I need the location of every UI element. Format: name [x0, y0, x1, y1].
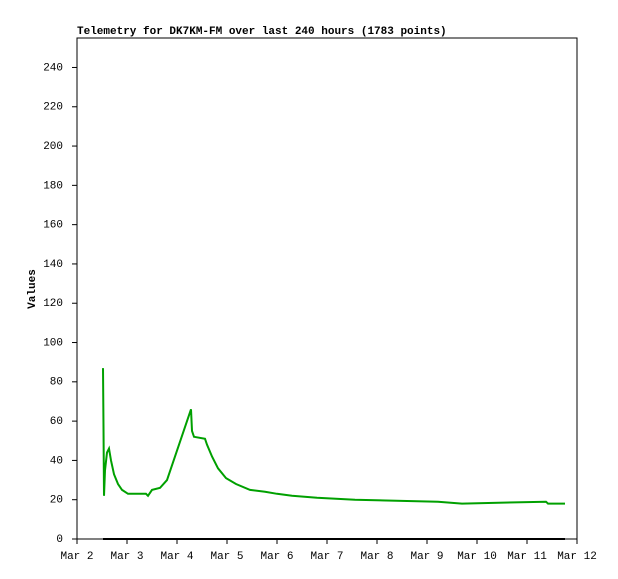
y-tick-label: 160 — [43, 220, 63, 232]
y-tick-label: 60 — [50, 416, 63, 428]
y-tick-label: 100 — [43, 337, 63, 349]
x-tick-label: Mar 4 — [160, 551, 193, 563]
chart-title: Telemetry for DK7KM-FM over last 240 hou… — [77, 26, 447, 38]
x-tick-label: Mar 5 — [210, 551, 243, 563]
y-tick-label: 20 — [50, 495, 63, 507]
y-axis-label: Values — [27, 269, 39, 309]
x-tick-label: Mar 2 — [60, 551, 93, 563]
data-line — [102, 368, 565, 505]
y-tick-label: 80 — [50, 377, 63, 389]
x-tick-label: Mar 7 — [310, 551, 343, 563]
y-tick-label: 220 — [43, 102, 63, 114]
x-tick-label: Mar 12 — [557, 551, 597, 563]
y-tick-label: 40 — [50, 455, 63, 467]
x-tick-label: Mar 8 — [360, 551, 393, 563]
y-tick-label: 140 — [43, 259, 63, 271]
y-tick-label: 0 — [56, 534, 63, 546]
plot-frame — [76, 37, 578, 540]
x-tick-label: Mar 3 — [110, 551, 143, 563]
y-tick-label: 180 — [43, 180, 63, 192]
x-tick-label: Mar 10 — [457, 551, 497, 563]
y-tick-label: 120 — [43, 298, 63, 310]
y-tick-label: 240 — [43, 62, 63, 74]
x-tick-label: Mar 6 — [260, 551, 293, 563]
x-tick-label: Mar 11 — [507, 551, 547, 563]
y-tick-label: 200 — [43, 141, 63, 153]
x-tick-label: Mar 9 — [410, 551, 443, 563]
